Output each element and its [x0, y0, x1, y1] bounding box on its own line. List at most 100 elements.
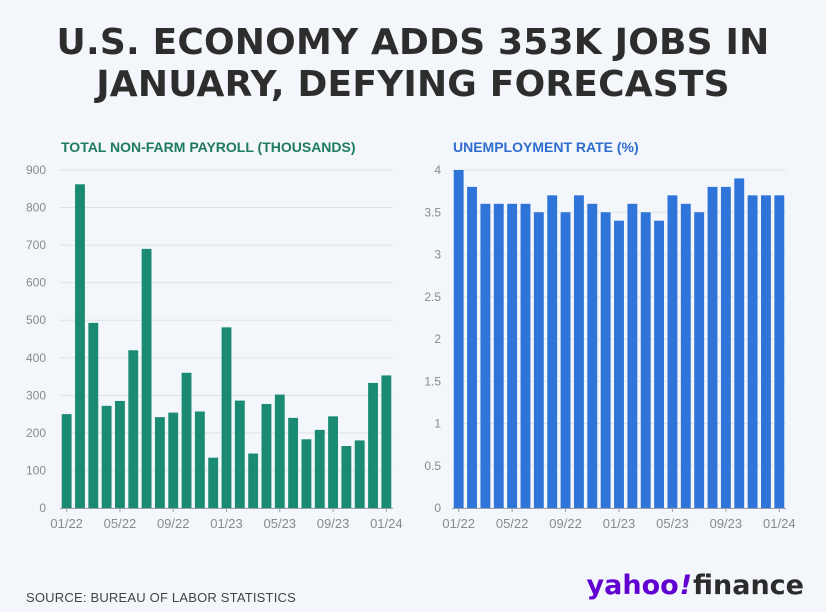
- source-note: SOURCE: BUREAU OF LABOR STATISTICS: [26, 590, 296, 605]
- headline-line-2: JANUARY, DEFYING FORECASTS: [96, 64, 730, 105]
- payroll-bar-04-23: [261, 403, 272, 508]
- unemployment-x-tick-label: 01/22: [442, 516, 475, 531]
- unemployment-bar-05-22: [507, 203, 518, 509]
- payroll-bar-09-22: [168, 412, 179, 508]
- unemployment-bar-07-23: [694, 212, 705, 508]
- payroll-x-tick-label: 01/23: [210, 516, 243, 531]
- payroll-bar-10-23: [341, 446, 352, 508]
- payroll-bar-chart: 0 100 200 300 400 500 600 700 800 900 01/22 05/22 09…: [26, 163, 403, 531]
- unemployment-bar-10-22: [573, 195, 584, 508]
- payroll-bar-10-22: [181, 372, 192, 508]
- payroll-x-tick-label: 09/22: [157, 516, 190, 531]
- unemployment-bar-04-23: [654, 220, 665, 508]
- unemployment-x-ticks: 01/22 05/22 09/22 01/23 05/23 09/23 01/24: [442, 508, 796, 531]
- unemployment-bar-08-23: [707, 186, 718, 508]
- unemployment-y-tick-label: 2: [434, 332, 441, 346]
- unemployment-bar-11-22: [587, 203, 598, 509]
- unemployment-y-tick-label: 1.5: [424, 374, 441, 388]
- payroll-bar-07-22: [141, 248, 152, 508]
- payroll-bar-06-23: [288, 417, 299, 508]
- payroll-bar-05-23: [274, 394, 285, 508]
- payroll-y-tick-label: 700: [26, 238, 46, 252]
- unemployment-x-tick-label: 09/22: [549, 516, 582, 531]
- payroll-bar-09-23: [328, 416, 338, 508]
- payroll-y-tick-label: 0: [39, 501, 46, 515]
- unemployment-y-ticks: 0 0.5 1 1.5 2 2.5 3 3.5 4: [424, 163, 441, 515]
- unemployment-bar-01-23: [614, 220, 624, 508]
- payroll-chart-title: TOTAL NON-FARM PAYROLL (THOUSANDS): [61, 139, 356, 155]
- payroll-x-tick-label: 01/22: [50, 516, 83, 531]
- unemployment-bars: [453, 170, 785, 509]
- payroll-bar-08-23: [314, 429, 325, 508]
- payroll-bar-06-22: [128, 350, 139, 508]
- unemployment-bar-12-23: [761, 195, 771, 508]
- unemployment-bar-09-22: [560, 212, 571, 508]
- payroll-y-tick-label: 600: [26, 276, 46, 290]
- logo-finance-text: finance: [693, 570, 804, 601]
- unemployment-bar-10-23: [734, 178, 745, 508]
- payroll-y-tick-label: 300: [26, 388, 46, 402]
- unemployment-bar-01-22: [453, 170, 464, 508]
- payroll-bar-12-23: [368, 382, 378, 508]
- payroll-y-tick-label: 500: [26, 313, 46, 327]
- headline: U.S. ECONOMY ADDS 353K JOBS IN JANUARY, …: [0, 22, 826, 106]
- payroll-bars: [61, 184, 392, 508]
- payroll-bar-04-22: [101, 405, 112, 508]
- unemployment-bar-02-23: [627, 203, 638, 509]
- unemployment-x-tick-label: 01/24: [763, 516, 796, 531]
- unemployment-x-tick-label: 01/23: [603, 516, 636, 531]
- payroll-bar-01-22: [61, 414, 72, 508]
- payroll-x-tick-label: 01/24: [370, 516, 403, 531]
- unemployment-x-tick-label: 09/23: [710, 516, 743, 531]
- unemployment-bar-05-23: [667, 195, 678, 508]
- unemployment-bar-06-23: [680, 203, 691, 509]
- payroll-bar-08-22: [154, 417, 165, 508]
- logo-yahoo-text: yahoo: [586, 570, 679, 601]
- payroll-y-tick-label: 900: [26, 163, 46, 177]
- unemployment-bar-04-22: [493, 203, 504, 509]
- payroll-bar-02-22: [75, 184, 85, 508]
- payroll-bar-01-24: [381, 375, 392, 508]
- payroll-y-tick-label: 200: [26, 426, 46, 440]
- unemployment-bar-11-23: [747, 195, 758, 508]
- unemployment-bar-06-22: [520, 203, 531, 509]
- payroll-bar-03-23: [248, 453, 259, 508]
- unemployment-y-tick-label: 0: [434, 501, 441, 515]
- unemployment-bar-09-23: [720, 186, 731, 508]
- unemployment-x-tick-label: 05/23: [656, 516, 689, 531]
- payroll-bar-02-23: [234, 400, 245, 508]
- unemployment-bar-12-22: [600, 212, 611, 508]
- payroll-bar-01-23: [221, 327, 232, 508]
- yahoo-finance-logo: yahoo!finance: [587, 570, 804, 602]
- payroll-y-ticks: 0 100 200 300 400 500 600 700 800 900: [26, 163, 46, 515]
- unemployment-bar-02-22: [467, 186, 477, 508]
- unemployment-bar-01-24: [774, 195, 785, 508]
- payroll-y-tick-label: 400: [26, 351, 46, 365]
- payroll-x-tick-label: 05/22: [104, 516, 137, 531]
- unemployment-y-tick-label: 4: [434, 163, 441, 177]
- unemployment-y-tick-label: 3.5: [424, 205, 441, 219]
- unemployment-y-tick-label: 1: [434, 417, 441, 431]
- unemployment-y-tick-label: 0.5: [424, 459, 441, 473]
- unemployment-chart-title: UNEMPLOYMENT RATE (%): [453, 139, 639, 155]
- logo-bang-text: !: [679, 570, 692, 601]
- payroll-bar-07-23: [301, 439, 312, 508]
- unemployment-bar-08-22: [547, 195, 558, 508]
- payroll-x-tick-label: 05/23: [264, 516, 297, 531]
- payroll-x-ticks: 01/22 05/22 09/22 01/23 05/23 09/23 01/24: [50, 508, 403, 531]
- payroll-bar-12-22: [208, 457, 219, 508]
- payroll-x-tick-label: 09/23: [317, 516, 350, 531]
- payroll-bar-05-22: [115, 400, 125, 508]
- unemployment-bar-chart: 0 0.5 1 1.5 2 2.5 3 3.5 4 01/22 05/22 09/22 01/23 05/…: [424, 163, 796, 531]
- unemployment-bar-07-22: [533, 212, 544, 508]
- unemployment-bar-03-23: [640, 212, 651, 508]
- unemployment-y-tick-label: 2.5: [424, 290, 441, 304]
- payroll-y-tick-label: 800: [26, 201, 46, 215]
- payroll-bar-11-23: [354, 440, 365, 508]
- payroll-bar-03-22: [88, 322, 99, 508]
- unemployment-x-tick-label: 05/22: [496, 516, 529, 531]
- headline-line-1: U.S. ECONOMY ADDS 353K JOBS IN: [56, 22, 770, 63]
- unemployment-y-tick-label: 3: [434, 248, 441, 262]
- payroll-y-tick-label: 100: [26, 463, 46, 477]
- payroll-bar-11-22: [194, 411, 205, 508]
